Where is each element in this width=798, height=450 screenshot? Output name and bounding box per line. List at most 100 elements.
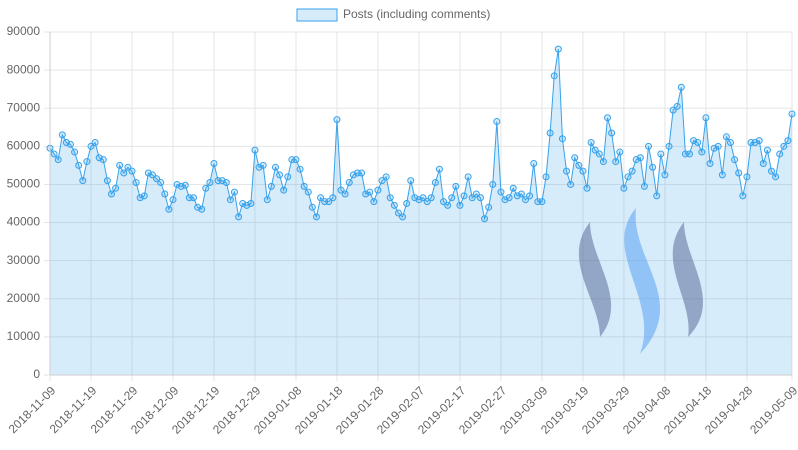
point: [345, 179, 353, 187]
point: [649, 163, 657, 171]
point: [300, 182, 308, 190]
point: [575, 161, 583, 169]
point: [308, 203, 316, 211]
point: [571, 154, 579, 162]
point: [640, 182, 648, 190]
point: [181, 181, 189, 189]
y-tick-label: 10000: [7, 329, 41, 343]
point: [456, 201, 464, 209]
point: [132, 179, 140, 187]
point: [624, 173, 632, 181]
point: [460, 192, 468, 200]
point: [407, 177, 415, 185]
point: [165, 205, 173, 213]
point: [763, 146, 771, 154]
point: [71, 148, 79, 156]
point: [759, 159, 767, 167]
point: [714, 142, 722, 150]
y-tick-label: 20000: [7, 291, 41, 305]
point: [661, 171, 669, 179]
point: [263, 196, 271, 204]
point: [776, 150, 784, 158]
point: [333, 116, 341, 124]
point: [526, 192, 534, 200]
point: [727, 139, 735, 147]
point: [83, 158, 91, 166]
y-tick-label: 80000: [7, 62, 41, 76]
point: [116, 161, 124, 169]
point: [189, 194, 197, 202]
point: [567, 180, 575, 188]
point: [58, 131, 66, 139]
point: [358, 169, 366, 177]
point: [505, 194, 513, 202]
point: [210, 159, 218, 167]
point: [735, 169, 743, 177]
point: [550, 72, 558, 80]
point: [222, 179, 230, 187]
point: [517, 190, 525, 198]
point: [452, 182, 460, 190]
point: [403, 200, 411, 207]
point: [382, 173, 390, 181]
point: [755, 137, 763, 145]
point: [542, 173, 550, 181]
point: [140, 192, 148, 200]
steem-logo: [578, 208, 704, 354]
point: [739, 192, 747, 200]
point: [312, 213, 320, 221]
point: [722, 133, 730, 141]
point: [435, 165, 443, 173]
y-tick-label: 0: [33, 367, 40, 381]
point: [673, 102, 681, 110]
point: [743, 173, 751, 181]
point: [694, 139, 702, 147]
point: [780, 142, 788, 150]
point: [538, 198, 546, 206]
point: [546, 129, 554, 137]
point: [579, 167, 587, 175]
legend-label: Posts (including comments): [343, 7, 490, 21]
point: [304, 188, 312, 196]
point: [608, 129, 616, 137]
point: [583, 184, 591, 192]
legend-swatch: [296, 8, 338, 22]
point: [587, 139, 595, 147]
point: [370, 198, 378, 206]
point: [112, 184, 120, 192]
point: [768, 167, 776, 175]
point: [251, 146, 259, 154]
point: [390, 201, 398, 209]
point: [476, 194, 484, 202]
point: [665, 142, 673, 150]
logo-wave: [672, 222, 704, 337]
point: [374, 186, 382, 194]
point: [620, 184, 628, 192]
point: [54, 156, 62, 164]
point: [202, 184, 210, 192]
point: [267, 182, 275, 190]
point: [280, 186, 288, 194]
logo-wave: [624, 208, 661, 354]
point: [341, 190, 349, 198]
y-tick-label: 60000: [7, 139, 41, 153]
point: [558, 135, 566, 143]
point: [431, 179, 439, 187]
point: [493, 118, 501, 126]
point: [427, 194, 435, 202]
y-tick-label: 50000: [7, 177, 41, 191]
point: [169, 196, 177, 204]
point: [706, 159, 714, 167]
point: [284, 173, 292, 181]
point: [554, 45, 562, 53]
point: [230, 188, 238, 196]
point: [731, 156, 739, 164]
grid: [44, 31, 793, 381]
point: [481, 215, 489, 223]
point: [718, 171, 726, 179]
point: [399, 213, 407, 221]
point: [386, 194, 394, 202]
point: [497, 188, 505, 196]
